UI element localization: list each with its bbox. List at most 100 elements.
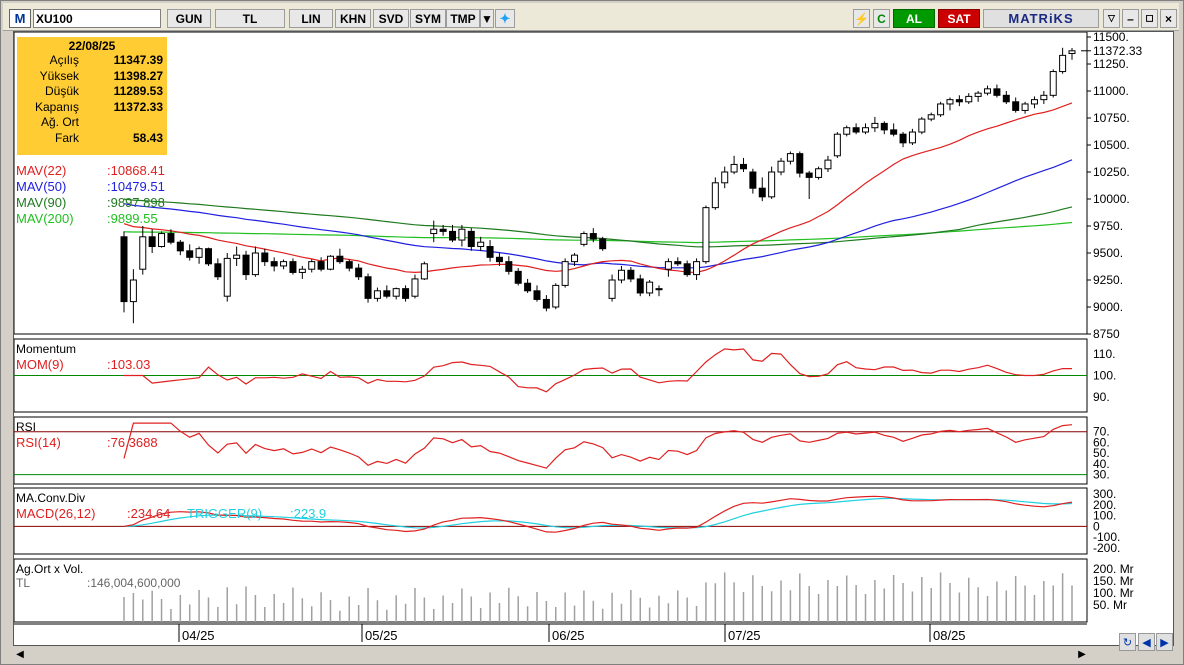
sync-icon[interactable]: ↻: [1119, 633, 1136, 651]
maximize-icon[interactable]: ◻: [1141, 9, 1158, 28]
price-tick-label: 10500.: [1093, 138, 1130, 152]
refresh-icon[interactable]: C: [873, 9, 890, 28]
candle-body: [739, 163, 747, 170]
candle-body: [467, 230, 475, 248]
candle-body: [1012, 101, 1020, 111]
macd-tick-label: 100.: [1093, 509, 1116, 523]
candle-body: [1002, 94, 1010, 103]
candle-body: [993, 88, 1001, 96]
scroll-left-icon[interactable]: ◀: [16, 648, 24, 660]
rsi-tick-label: 60.: [1093, 435, 1110, 449]
candle-body: [383, 290, 391, 297]
info-label-diff: Fark: [55, 130, 79, 145]
candle-body: [1021, 103, 1029, 111]
candle-body: [1068, 50, 1076, 54]
candle-body: [777, 160, 785, 173]
candle-body: [589, 233, 597, 240]
candle-body: [270, 261, 278, 267]
dropdown-arrow-icon[interactable]: ▼: [480, 9, 494, 28]
mav50-line: [123, 159, 1073, 269]
close-icon[interactable]: ×: [1160, 9, 1177, 28]
sym-button[interactable]: SYM: [410, 9, 446, 28]
candle-body: [486, 246, 494, 258]
mav-legend-name: MAV(22): [16, 163, 66, 178]
candle-body: [580, 233, 588, 245]
info-value-avg: [79, 115, 163, 131]
price-tick-label: 10750.: [1093, 111, 1130, 125]
mav200-line: [123, 221, 1073, 244]
candle-body: [430, 228, 438, 235]
candle-body: [918, 118, 926, 133]
candle-body: [195, 248, 203, 258]
candle-body: [965, 95, 973, 103]
minimize-icon[interactable]: –: [1122, 9, 1139, 28]
candle-body: [439, 228, 447, 232]
scroll-right-icon[interactable]: ▶: [1078, 648, 1086, 660]
mav-legend-name: MAV(200): [16, 211, 74, 226]
info-value-diff: 58.43: [132, 130, 163, 145]
candle-body: [298, 268, 306, 273]
candle-body: [420, 263, 428, 280]
candle-body: [664, 261, 672, 270]
candle-body: [955, 99, 963, 103]
horizontal-scrollbar[interactable]: ◀ ▶: [13, 646, 1174, 662]
currency-tl-button[interactable]: TL: [215, 9, 285, 28]
candle-body: [711, 182, 719, 209]
buy-al-button[interactable]: AL: [893, 9, 935, 28]
info-value-low: 11289.53: [113, 84, 163, 98]
candle-body: [336, 255, 344, 263]
twitter-icon[interactable]: ✦: [495, 9, 515, 28]
chart-canvas[interactable]: 11500. 11250. 11000. 10750. 10500. 10250. 1000…: [14, 32, 1173, 645]
volume-tick-label: 100. Mr: [1093, 586, 1134, 600]
candle-body: [937, 103, 945, 116]
rsi-tick-label: 50.: [1093, 446, 1110, 460]
macd-title: MA.Conv.Div: [16, 491, 85, 505]
candle-body: [946, 99, 954, 105]
candle-body: [345, 261, 353, 269]
date-tick-label: 04/25: [182, 628, 215, 643]
date-tick-label: 07/25: [728, 628, 761, 643]
mav-legend-name: MAV(90): [16, 195, 66, 210]
lightning-icon[interactable]: ⚡: [853, 9, 870, 28]
sell-sat-button[interactable]: SAT: [938, 9, 980, 28]
candle-body: [561, 261, 569, 286]
matriks-brand-label: MATRiKS: [983, 9, 1099, 28]
candle-body: [411, 278, 419, 297]
candle-body: [233, 254, 241, 259]
price-tick-label: 11250.: [1093, 57, 1129, 71]
lin-button[interactable]: LIN: [289, 9, 333, 28]
candle-body: [721, 171, 729, 184]
candle-body: [899, 133, 907, 144]
rsi-tick-label: 40.: [1093, 457, 1110, 471]
candle-body: [805, 172, 813, 178]
candle-body: [449, 230, 457, 241]
candle-body: [655, 288, 663, 291]
macd-tick-label: 300.: [1093, 487, 1116, 501]
candle-body: [1059, 54, 1067, 73]
chart-area[interactable]: 11500. 11250. 11000. 10750. 10500. 10250. 1000…: [13, 31, 1174, 646]
symbol-field[interactable]: XU100: [33, 9, 161, 28]
trigger-legend-value: :223.9: [290, 506, 326, 521]
khn-button[interactable]: KHN: [335, 9, 371, 28]
panel-frame-main: [14, 32, 1088, 335]
candle-body: [505, 261, 513, 272]
nav-left-icon[interactable]: ◀: [1138, 633, 1155, 651]
momentum-tick-label: 90.: [1093, 390, 1110, 404]
menu-triangle-icon[interactable]: ▽: [1103, 9, 1120, 28]
mav-legend-value: :9899.55: [107, 211, 158, 226]
macd-tick-label: -100.: [1093, 530, 1120, 544]
candle-body: [730, 163, 738, 173]
price-tick-label: 11000.: [1093, 84, 1129, 98]
date-tick-label: 08/25: [933, 628, 966, 643]
period-gun-button[interactable]: GUN: [167, 9, 211, 28]
candle-body: [758, 187, 766, 198]
candle-body: [261, 252, 269, 263]
matriks-logo[interactable]: M: [9, 9, 31, 28]
info-label-avg: Ağ. Ort: [40, 115, 79, 129]
panel-frame-vol: [14, 558, 1088, 623]
candle-body: [702, 207, 710, 263]
panel-frame-rsi: [14, 416, 1088, 485]
svd-button[interactable]: SVD: [373, 9, 409, 28]
nav-right-icon[interactable]: ▶: [1156, 633, 1173, 651]
tmp-button[interactable]: TMP: [446, 9, 480, 28]
